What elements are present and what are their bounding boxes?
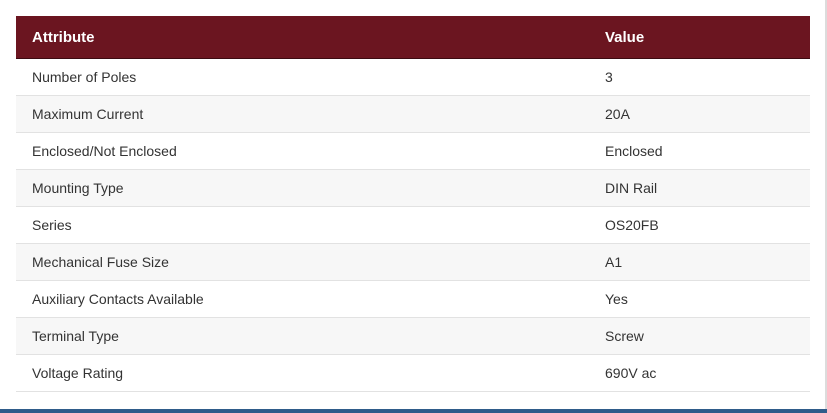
table-header: Attribute Value — [16, 16, 810, 59]
attribute-cell: Maximum Current — [16, 95, 589, 133]
value-cell: Enclosed — [589, 132, 810, 170]
attribute-cell: Mechanical Fuse Size — [16, 243, 589, 281]
table-row: Mounting Type DIN Rail — [16, 169, 810, 207]
table-row: Terminal Type Screw — [16, 317, 810, 355]
bottom-accent-bar — [0, 409, 827, 413]
attribute-column-header: Attribute — [16, 16, 589, 59]
value-cell: 690V ac — [589, 354, 810, 392]
attribute-cell: Voltage Rating — [16, 354, 589, 392]
attribute-cell: Number of Poles — [16, 58, 589, 96]
value-cell: Screw — [589, 317, 810, 355]
table-row: Enclosed/Not Enclosed Enclosed — [16, 132, 810, 170]
table-body: Number of Poles 3 Maximum Current 20A En… — [16, 58, 810, 392]
table-row: Auxiliary Contacts Available Yes — [16, 280, 810, 318]
attribute-cell: Auxiliary Contacts Available — [16, 280, 589, 318]
attribute-cell: Mounting Type — [16, 169, 589, 207]
table-row: Number of Poles 3 — [16, 58, 810, 96]
table-row: Maximum Current 20A — [16, 95, 810, 133]
table-row: Series OS20FB — [16, 206, 810, 244]
table-row: Voltage Rating 690V ac — [16, 354, 810, 392]
value-cell: Yes — [589, 280, 810, 318]
attribute-cell: Series — [16, 206, 589, 244]
value-cell: A1 — [589, 243, 810, 281]
value-cell: OS20FB — [589, 206, 810, 244]
attribute-cell: Enclosed/Not Enclosed — [16, 132, 589, 170]
value-column-header: Value — [589, 16, 810, 59]
table-header-row: Attribute Value — [16, 16, 810, 59]
attribute-cell: Terminal Type — [16, 317, 589, 355]
value-cell: 3 — [589, 58, 810, 96]
value-cell: 20A — [589, 95, 810, 133]
page-edge-divider — [825, 0, 827, 413]
value-cell: DIN Rail — [589, 169, 810, 207]
specifications-table: Attribute Value Number of Poles 3 Maximu… — [16, 16, 810, 392]
table-row: Mechanical Fuse Size A1 — [16, 243, 810, 281]
